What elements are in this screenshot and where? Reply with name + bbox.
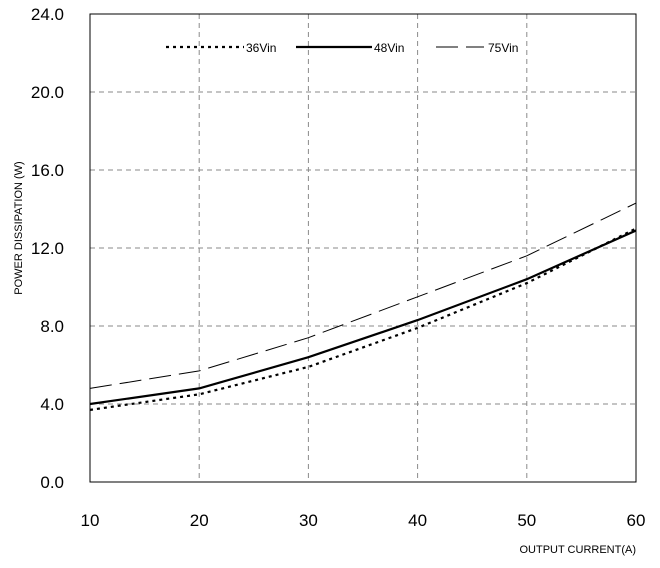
y-axis-title: POWER DISSIPATION (W) [13,161,25,294]
plot-frame [89,13,637,483]
legend-label-36vin: 36Vin [246,41,276,55]
x-axis-title: OUTPUT CURRENT(A) [519,544,636,556]
x-tick-label: 30 [299,511,318,530]
x-tick-label: 40 [408,511,427,530]
x-tick-label: 20 [190,511,209,530]
grid-lines [90,14,636,482]
x-tick-label: 50 [517,511,536,530]
x-tick-label: 60 [627,511,646,530]
y-tick-label: 0.0 [40,473,64,492]
y-tick-label: 12.0 [31,239,64,258]
y-tick-label: 20.0 [31,83,64,102]
legend-label-75vin: 75Vin [488,41,518,55]
legend-label-48vin: 48Vin [374,41,404,55]
series-line-36vin [89,227,637,411]
tick-labels: 0.0 4.0 8.0 12.0 16.0 20.0 24.0 10 20 30 40 50 60 [31,5,646,530]
y-tick-label: 4.0 [40,395,64,414]
y-tick-label: 24.0 [31,5,64,24]
series-lines [89,202,637,411]
x-tick-label: 10 [81,511,100,530]
y-tick-label: 16.0 [31,161,64,180]
y-tick-label: 8.0 [40,317,64,336]
series-line-48vin [89,229,637,406]
series-line-75vin [89,202,637,389]
legend: 36Vin 48Vin 75Vin [166,41,518,55]
